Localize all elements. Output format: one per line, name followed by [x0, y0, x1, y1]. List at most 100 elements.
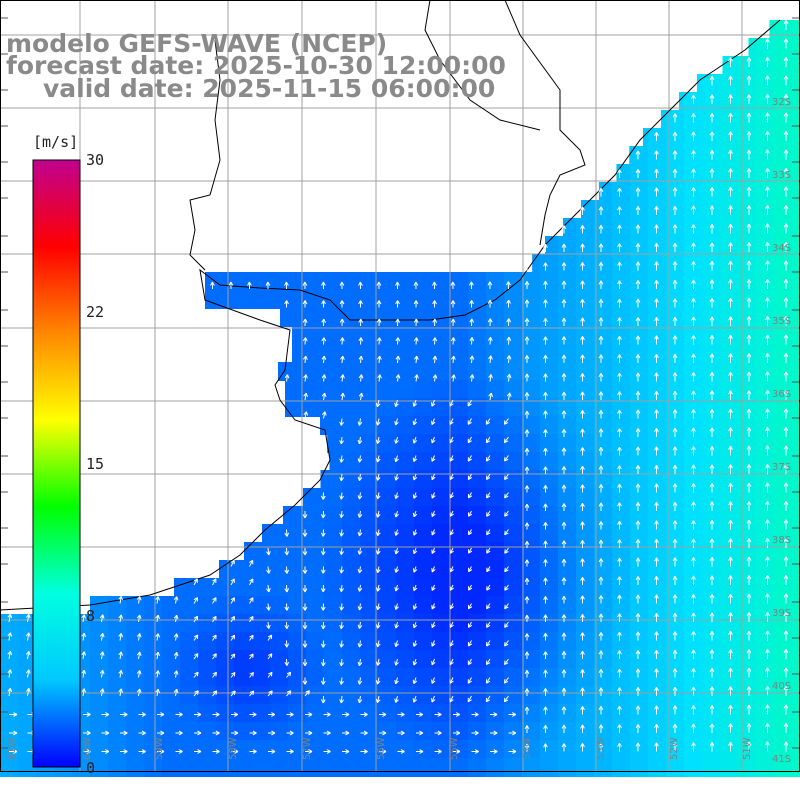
field-cell	[612, 650, 631, 669]
wind-arrow	[467, 621, 473, 628]
wind-arrow	[617, 206, 622, 215]
field-cell	[360, 344, 379, 363]
field-cell	[378, 290, 397, 309]
field-cell	[324, 272, 343, 291]
field-cell	[756, 398, 775, 417]
wind-arrow	[375, 492, 381, 500]
wind-arrow	[580, 354, 585, 363]
wind-arrow	[709, 298, 715, 308]
colorbar-tick-8: 8	[86, 607, 96, 625]
field-cell	[612, 236, 631, 255]
wind-arrow	[431, 492, 436, 499]
wind-arrow	[413, 281, 419, 290]
field-cell	[324, 650, 343, 669]
field-cell	[792, 254, 800, 273]
wind-arrow	[654, 520, 659, 530]
wind-arrow	[340, 374, 345, 382]
field-cell	[162, 668, 181, 687]
field-cell	[540, 290, 559, 309]
field-cell	[558, 380, 577, 399]
field-cell	[576, 308, 595, 327]
wind-arrow	[709, 538, 715, 548]
field-cell	[630, 398, 649, 417]
wind-arrow	[561, 317, 567, 326]
wind-arrow	[598, 280, 604, 289]
field-cell	[329, 452, 343, 471]
field-cell	[576, 578, 595, 597]
field-cell	[738, 326, 757, 345]
wind-arrow	[155, 651, 160, 660]
field-cell	[486, 578, 505, 597]
latitude-label: 41S	[772, 754, 791, 765]
wind-arrow	[175, 712, 183, 717]
wind-arrow	[25, 650, 31, 660]
wind-arrow	[468, 566, 473, 573]
wind-arrow	[449, 677, 454, 684]
field-cell	[612, 380, 631, 399]
field-cell	[378, 398, 397, 417]
field-cell	[774, 506, 793, 525]
field-cell	[306, 542, 325, 561]
wind-arrow	[691, 557, 696, 567]
wind-arrow	[580, 280, 585, 289]
field-cell	[270, 596, 289, 615]
wind-arrow	[598, 687, 604, 696]
wind-arrow	[25, 632, 31, 641]
field-cell	[666, 416, 685, 435]
wind-arrow	[173, 688, 179, 697]
field-cell	[756, 524, 775, 543]
field-cell	[684, 632, 703, 651]
wind-arrow	[672, 723, 678, 733]
field-cell	[234, 614, 253, 633]
wind-arrow	[580, 595, 585, 604]
field-cell	[612, 434, 631, 453]
field-cell	[450, 434, 469, 453]
field-cell	[576, 740, 595, 759]
wind-arrow	[709, 242, 715, 252]
wind-arrow	[486, 492, 491, 499]
field-cell	[666, 632, 685, 651]
field-cell	[396, 722, 415, 741]
wind-arrow	[598, 354, 604, 363]
field-cell	[522, 488, 541, 507]
wind-arrow	[561, 577, 567, 585]
field-cell	[306, 650, 325, 669]
field-cell	[378, 326, 397, 345]
field-cell	[432, 506, 451, 525]
wind-arrow	[450, 281, 456, 290]
wind-arrow	[339, 281, 345, 290]
field-cell	[252, 632, 271, 651]
wind-arrow	[431, 640, 436, 647]
wind-arrow	[561, 558, 567, 567]
wind-arrow	[321, 281, 326, 290]
wind-arrow	[81, 651, 87, 660]
wind-arrow	[617, 169, 622, 178]
wind-arrow	[503, 695, 509, 703]
wind-arrow	[580, 410, 585, 419]
field-cell	[630, 650, 649, 669]
wind-arrow	[99, 651, 105, 660]
field-cell	[540, 326, 559, 345]
field-cell	[414, 434, 433, 453]
field-cell	[306, 380, 325, 399]
wind-arrow	[449, 473, 454, 481]
field-cell	[522, 344, 541, 363]
wind-arrow	[783, 371, 789, 382]
field-cell	[108, 758, 127, 777]
field-cell	[756, 596, 775, 615]
field-cell	[504, 362, 523, 381]
wind-arrow	[209, 263, 215, 271]
wind-arrow	[449, 621, 454, 628]
wind-arrow	[617, 557, 622, 567]
field-cell	[666, 650, 685, 669]
wind-arrow	[302, 300, 308, 308]
wind-arrow	[449, 399, 454, 407]
field-cell	[360, 704, 379, 723]
longitude-label: 56W	[376, 737, 387, 760]
field-cell	[792, 326, 800, 345]
field-cell	[324, 740, 343, 759]
field-cell	[320, 416, 325, 435]
wind-arrow	[486, 510, 491, 517]
field-cell	[396, 452, 415, 471]
field-cell	[180, 578, 199, 597]
